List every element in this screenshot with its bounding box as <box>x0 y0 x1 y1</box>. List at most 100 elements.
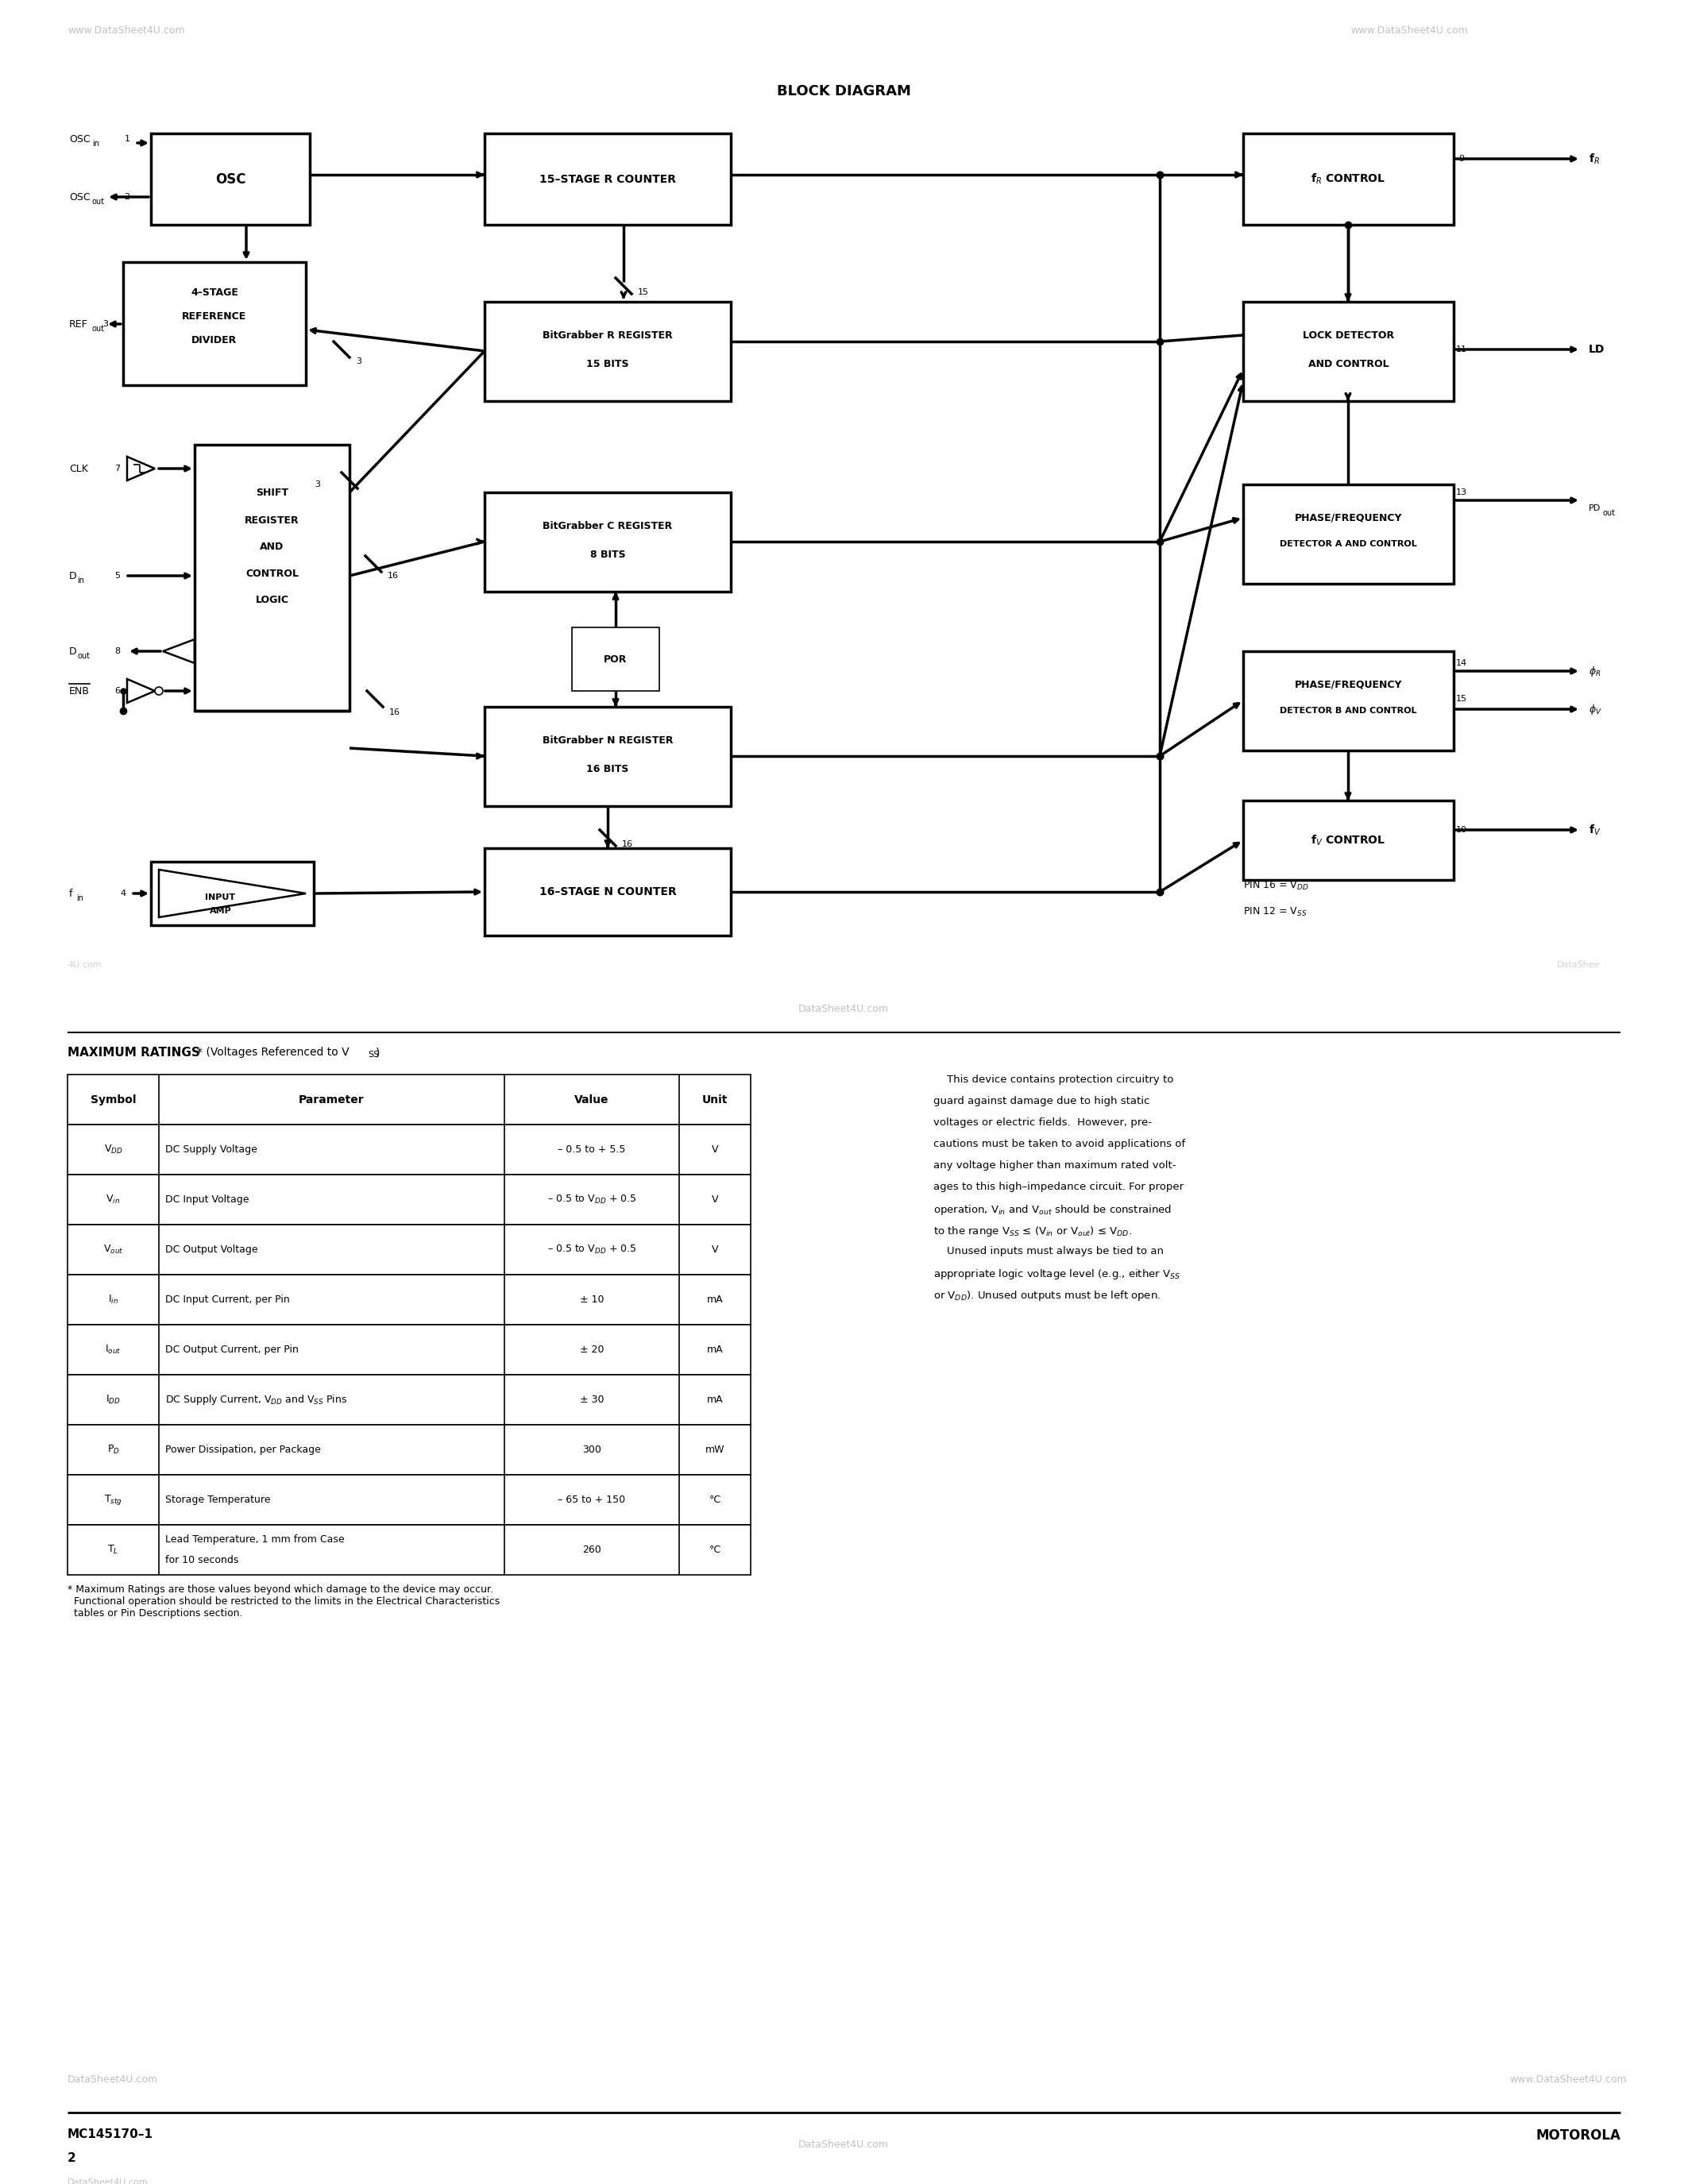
Text: mA: mA <box>707 1295 722 1304</box>
Text: CLK: CLK <box>69 463 88 474</box>
Text: out: out <box>78 653 89 660</box>
Text: D: D <box>69 646 76 657</box>
Text: DataSheet4U.com: DataSheet4U.com <box>68 2177 149 2184</box>
Text: – 0.5 to V$_{DD}$ + 0.5: – 0.5 to V$_{DD}$ + 0.5 <box>547 1195 636 1206</box>
Text: 16 BITS: 16 BITS <box>586 764 630 773</box>
Text: SS: SS <box>368 1051 380 1059</box>
Text: PHASE/FREQUENCY: PHASE/FREQUENCY <box>1295 679 1403 690</box>
Text: I$_{out}$: I$_{out}$ <box>105 1343 122 1356</box>
Text: 5: 5 <box>115 572 120 579</box>
Text: Unused inputs must always be tied to an: Unused inputs must always be tied to an <box>933 1247 1163 1256</box>
Text: appropriate logic voltage level (e.g., either V$_{SS}$: appropriate logic voltage level (e.g., e… <box>933 1267 1180 1282</box>
Text: OSC: OSC <box>69 133 89 144</box>
Text: operation, V$_{in}$ and V$_{out}$ should be constrained: operation, V$_{in}$ and V$_{out}$ should… <box>933 1203 1171 1216</box>
Bar <box>1242 651 1453 751</box>
Text: f$_R$: f$_R$ <box>1588 153 1600 166</box>
Bar <box>68 1175 751 1225</box>
Text: V$_{DD}$: V$_{DD}$ <box>103 1144 123 1155</box>
Text: 16: 16 <box>388 572 398 579</box>
Text: * Maximum Ratings are those values beyond which damage to the device may occur.
: * Maximum Ratings are those values beyon… <box>68 1583 500 1618</box>
Text: This device contains protection circuitry to: This device contains protection circuitr… <box>933 1075 1173 1085</box>
Text: 15 BITS: 15 BITS <box>586 358 630 369</box>
Text: °C: °C <box>709 1494 721 1505</box>
Text: f$_V$: f$_V$ <box>1588 823 1600 836</box>
Text: REGISTER: REGISTER <box>245 515 299 526</box>
Text: BitGrabber C REGISTER: BitGrabber C REGISTER <box>544 520 672 531</box>
Text: REF: REF <box>69 319 88 330</box>
Text: 3: 3 <box>103 321 108 328</box>
Text: BitGrabber R REGISTER: BitGrabber R REGISTER <box>542 330 674 341</box>
Text: cautions must be taken to avoid applications of: cautions must be taken to avoid applicat… <box>933 1138 1185 1149</box>
Bar <box>484 491 731 592</box>
Text: CONTROL: CONTROL <box>245 568 299 579</box>
Text: – 65 to + 150: – 65 to + 150 <box>559 1494 626 1505</box>
Text: DC Output Current, per Pin: DC Output Current, per Pin <box>165 1345 299 1354</box>
Text: www.DataSheet4U.com: www.DataSheet4U.com <box>1509 2075 1627 2084</box>
Text: 4: 4 <box>120 889 127 898</box>
Text: D: D <box>69 570 76 581</box>
Text: T$_{stg}$: T$_{stg}$ <box>105 1494 122 1507</box>
Text: out: out <box>93 199 105 205</box>
Text: 3: 3 <box>356 358 361 365</box>
Text: AND CONTROL: AND CONTROL <box>1308 358 1389 369</box>
Text: Parameter: Parameter <box>299 1094 365 1105</box>
Bar <box>68 1424 751 1474</box>
Text: DIVIDER: DIVIDER <box>192 334 238 345</box>
Text: mW: mW <box>706 1444 724 1455</box>
Text: PIN 16 = V$_{DD}$: PIN 16 = V$_{DD}$ <box>1242 880 1308 891</box>
Text: Symbol: Symbol <box>91 1094 137 1105</box>
Bar <box>484 133 731 225</box>
Text: V$_{in}$: V$_{in}$ <box>106 1195 120 1206</box>
Bar <box>572 627 660 690</box>
Text: ± 20: ± 20 <box>579 1345 604 1354</box>
Bar <box>68 1275 751 1326</box>
Bar <box>68 1125 751 1175</box>
Text: I$_{DD}$: I$_{DD}$ <box>106 1393 120 1406</box>
Bar <box>150 863 314 926</box>
Text: MC145170–1: MC145170–1 <box>68 2129 154 2140</box>
Text: Unit: Unit <box>702 1094 728 1105</box>
Text: I$_{in}$: I$_{in}$ <box>108 1293 118 1306</box>
Text: 6: 6 <box>115 688 120 695</box>
Bar <box>1242 802 1453 880</box>
Text: DETECTOR B AND CONTROL: DETECTOR B AND CONTROL <box>1280 708 1416 714</box>
Text: DataSheet4U.com: DataSheet4U.com <box>68 2075 159 2084</box>
Text: – 0.5 to + 5.5: – 0.5 to + 5.5 <box>557 1144 626 1155</box>
Bar <box>68 1326 751 1374</box>
Text: 4–STAGE: 4–STAGE <box>191 286 238 297</box>
Text: Storage Temperature: Storage Temperature <box>165 1494 270 1505</box>
Bar <box>68 1075 751 1125</box>
Text: BLOCK DIAGRAM: BLOCK DIAGRAM <box>776 85 912 98</box>
Bar <box>68 1374 751 1424</box>
Text: SHIFT: SHIFT <box>257 487 289 498</box>
Bar <box>194 446 349 710</box>
Bar <box>68 1225 751 1275</box>
Text: AND: AND <box>260 542 284 553</box>
Text: DataShee: DataShee <box>1556 961 1600 970</box>
Bar <box>1242 133 1453 225</box>
Bar <box>484 301 731 402</box>
Text: 2: 2 <box>68 2151 76 2164</box>
Text: $\phi_V$: $\phi_V$ <box>1588 703 1602 716</box>
Text: in: in <box>76 893 83 902</box>
Text: °C: °C <box>709 1544 721 1555</box>
Text: DataSheet4U.com: DataSheet4U.com <box>798 2138 890 2149</box>
Text: DETECTOR A AND CONTROL: DETECTOR A AND CONTROL <box>1280 539 1416 548</box>
Text: Power Dissipation, per Package: Power Dissipation, per Package <box>165 1444 321 1455</box>
Text: 16: 16 <box>621 841 633 847</box>
Bar <box>123 262 306 384</box>
Text: 3: 3 <box>314 480 321 489</box>
Text: REFERENCE: REFERENCE <box>182 310 246 321</box>
Text: LOGIC: LOGIC <box>255 594 289 605</box>
Bar <box>68 1524 751 1575</box>
Text: 2: 2 <box>125 192 130 201</box>
Text: out: out <box>91 325 105 332</box>
Text: 15: 15 <box>638 288 648 297</box>
Text: 1: 1 <box>125 135 130 142</box>
Text: DC Supply Voltage: DC Supply Voltage <box>165 1144 257 1155</box>
Text: 4U.com: 4U.com <box>68 961 101 970</box>
Text: 14: 14 <box>1457 660 1467 666</box>
Text: BitGrabber N REGISTER: BitGrabber N REGISTER <box>542 736 674 745</box>
Text: V$_{out}$: V$_{out}$ <box>103 1243 123 1256</box>
Bar <box>68 1474 751 1524</box>
